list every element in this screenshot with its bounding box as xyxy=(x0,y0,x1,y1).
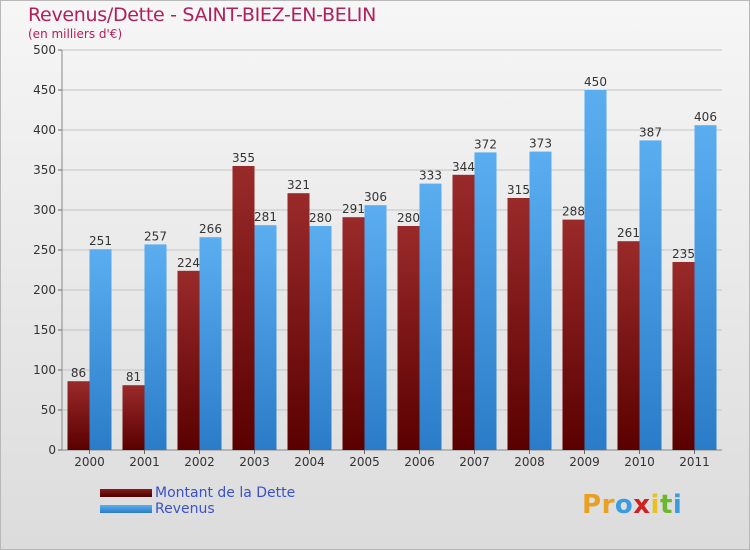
bar-revenus xyxy=(419,183,442,450)
proxiti-logo: Proxiti xyxy=(582,490,682,520)
data-label: 333 xyxy=(419,169,442,183)
chart-subtitle: (en milliers d'€) xyxy=(28,27,123,41)
bar-dette xyxy=(672,262,695,450)
bar-revenus xyxy=(144,244,167,450)
logo-letter: x xyxy=(633,490,651,520)
x-tick-label: 2003 xyxy=(239,455,270,469)
y-tick-label: 400 xyxy=(33,123,56,137)
bar-revenus xyxy=(584,90,607,450)
data-label: 261 xyxy=(617,226,640,240)
data-label: 291 xyxy=(342,202,365,216)
bar-revenus xyxy=(199,237,222,450)
bar-dette xyxy=(617,241,640,450)
y-tick-label: 450 xyxy=(33,83,56,97)
logo-letter: t xyxy=(659,490,673,520)
x-tick-label: 2007 xyxy=(459,455,490,469)
legend-label-dette: Montant de la Dette xyxy=(155,485,296,501)
data-label: 266 xyxy=(199,222,222,236)
bars xyxy=(67,90,717,451)
bar-revenus xyxy=(364,205,387,450)
data-label: 315 xyxy=(507,183,530,197)
data-label: 288 xyxy=(562,205,585,219)
logo-letter: o xyxy=(614,490,634,520)
data-label: 280 xyxy=(397,211,420,225)
logo-letter: i xyxy=(672,490,683,520)
data-label: 251 xyxy=(89,234,112,248)
bar-dette xyxy=(507,198,530,450)
bar-revenus xyxy=(89,249,112,450)
y-tick-label: 100 xyxy=(33,363,56,377)
bar-revenus xyxy=(639,140,662,450)
logo-letter: i xyxy=(650,490,660,520)
data-label: 257 xyxy=(144,229,167,243)
y-tick-label: 0 xyxy=(48,443,56,457)
y-tick-label: 250 xyxy=(33,243,56,257)
data-label: 355 xyxy=(232,151,255,165)
data-label: 306 xyxy=(364,190,387,204)
bar-dette xyxy=(342,217,365,450)
grid xyxy=(62,49,722,451)
data-label: 373 xyxy=(529,137,552,151)
bar-revenus xyxy=(254,225,277,450)
bar-revenus xyxy=(474,152,497,450)
bar-dette xyxy=(177,270,200,450)
bar-revenus xyxy=(529,151,552,450)
y-tick-label: 200 xyxy=(33,283,56,297)
bar-dette xyxy=(232,166,255,450)
y-tick-label: 150 xyxy=(33,323,56,337)
logo-letter: r xyxy=(601,490,615,520)
y-tick-label: 50 xyxy=(41,403,56,417)
data-label: 280 xyxy=(309,211,332,225)
x-tick-label: 2006 xyxy=(404,455,435,469)
bar-dette xyxy=(287,193,310,450)
bar-dette xyxy=(397,226,420,450)
data-label: 281 xyxy=(254,210,277,224)
y-tick-label: 500 xyxy=(33,43,56,57)
y-tick-label: 350 xyxy=(33,163,56,177)
legend-label-revenus: Revenus xyxy=(155,501,215,517)
data-label: 81 xyxy=(126,370,141,384)
bar-revenus xyxy=(694,125,717,450)
data-label: 372 xyxy=(474,137,497,151)
data-label: 224 xyxy=(177,256,200,270)
legend-swatch-dette xyxy=(100,489,152,497)
x-tick-label: 2011 xyxy=(679,455,710,469)
bar-dette xyxy=(562,219,585,450)
data-label: 406 xyxy=(694,110,717,124)
legend-swatch-revenus xyxy=(100,505,152,513)
data-label: 86 xyxy=(71,366,86,380)
x-tick-label: 2009 xyxy=(569,455,600,469)
x-tick-label: 2001 xyxy=(129,455,160,469)
axes: 0 50 100 150 200 250 300 350 400 450 500 2000 2001 20… xyxy=(33,43,722,469)
bar-dette xyxy=(452,174,475,451)
x-tick-label: 2005 xyxy=(349,455,380,469)
data-label: 235 xyxy=(672,247,695,261)
x-tick-label: 2008 xyxy=(514,455,545,469)
x-tick-label: 2002 xyxy=(184,455,215,469)
bar-dette xyxy=(122,385,145,450)
logo-letter: P xyxy=(582,490,602,520)
x-tick-label: 2000 xyxy=(74,455,105,469)
bar-dette xyxy=(67,381,90,450)
x-tick-label: 2010 xyxy=(624,455,655,469)
y-tick-label: 300 xyxy=(33,203,56,217)
x-tick-label: 2004 xyxy=(294,455,325,469)
chart-title: Revenus/Dette - SAINT-BIEZ-EN-BELIN xyxy=(28,4,376,26)
data-label: 450 xyxy=(584,75,607,89)
bar-revenus xyxy=(309,226,332,450)
data-label: 344 xyxy=(452,160,475,174)
data-label: 321 xyxy=(287,178,310,192)
data-label: 387 xyxy=(639,125,662,139)
